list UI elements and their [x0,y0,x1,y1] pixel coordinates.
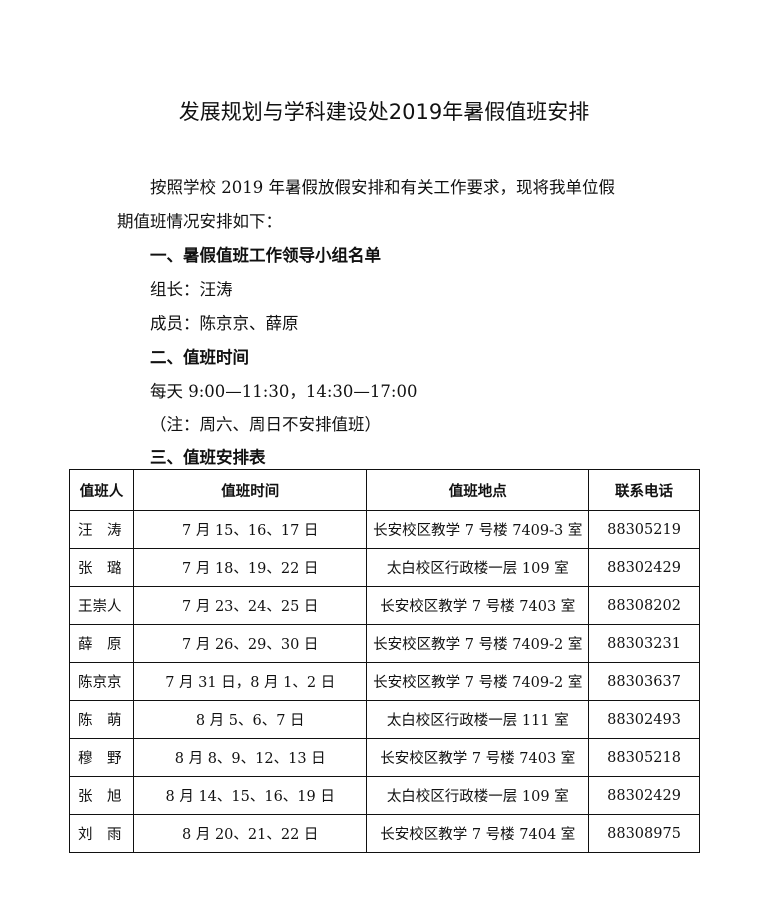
person-cell: 张 璐 [69,548,134,587]
location-cell: 长安校区教学 7 号楼 7409-3 室 [366,510,590,549]
header-cell: 值班时间 [132,469,368,511]
section-heading-1: 一、暑假值班工作领导小组名单 [150,246,381,265]
date-cell: 7 月 18、19、22 日 [132,548,368,587]
date-cell: 8 月 5、6、7 日 [132,700,368,739]
header-cell: 联系电话 [588,469,700,511]
location-cell: 太白校区行政楼一层 109 室 [366,776,590,815]
date-cell: 7 月 26、29、30 日 [132,624,368,663]
location-cell: 太白校区行政楼一层 111 室 [366,700,590,739]
person-cell: 张 旭 [69,776,134,815]
section-heading-3: 三、值班安排表 [150,448,266,467]
phone-cell: 88305218 [588,738,700,777]
location-cell: 长安校区教学 7 号楼 7403 室 [366,586,590,625]
person-cell: 陈 萌 [69,700,134,739]
section-heading-2: 二、值班时间 [150,348,249,367]
members-line: 成员：陈京京、薛原 [150,314,299,333]
date-cell: 8 月 14、15、16、19 日 [132,776,368,815]
leader-line: 组长：汪涛 [150,280,233,299]
person-cell: 刘 雨 [69,814,134,853]
intro-line-2: 期值班情况安排如下： [117,212,282,231]
phone-cell: 88303637 [588,662,700,701]
date-cell: 8 月 20、21、22 日 [132,814,368,853]
person-cell: 穆 野 [69,738,134,777]
phone-cell: 88302493 [588,700,700,739]
location-cell: 长安校区教学 7 号楼 7403 室 [366,738,590,777]
phone-cell: 88302429 [588,776,700,815]
hours-line: 每天 9:00—11:30，14:30—17:00 [150,382,418,401]
table-row: 陈京京 7 月 31 日，8 月 1、2 日长安校区教学 7 号楼 7409-2 … [69,662,700,701]
person-cell: 王崇人 [69,586,134,625]
person-cell: 陈京京 [69,662,134,701]
person-cell: 薛 原 [69,624,134,663]
phone-cell: 88303231 [588,624,700,663]
date-cell: 8 月 8、9、12、13 日 [132,738,368,777]
intro-line-1: 按照学校 2019 年暑假放假安排和有关工作要求，现将我单位假 [150,178,615,197]
phone-cell: 88305219 [588,510,700,549]
table-header-row: 值班人 值班时间 值班地点 联系电话 [69,469,700,511]
date-cell: 7 月 15、16、17 日 [132,510,368,549]
phone-cell: 88308975 [588,814,700,853]
date-cell: 7 月 23、24、25 日 [132,586,368,625]
location-cell: 长安校区教学 7 号楼 7404 室 [366,814,590,853]
note-line: （注：周六、周日不安排值班） [150,415,381,434]
location-cell: 长安校区教学 7 号楼 7409-2 室 [366,662,590,701]
date-cell: 7 月 31 日，8 月 1、2 日 [132,662,368,701]
phone-cell: 88308202 [588,586,700,625]
person-cell: 汪 涛 [69,510,134,549]
location-cell: 太白校区行政楼一层 109 室 [366,548,590,587]
phone-cell: 88302429 [588,548,700,587]
page-title: 发展规划与学科建设处2019年暑假值班安排 [178,100,590,124]
header-cell: 值班地点 [366,469,590,511]
table-row: 王崇人 7 月 23、24、25 日长安校区教学 7 号楼 7403 室 88308… [69,586,700,625]
header-cell: 值班人 [69,469,134,511]
location-cell: 长安校区教学 7 号楼 7409-2 室 [366,624,590,663]
